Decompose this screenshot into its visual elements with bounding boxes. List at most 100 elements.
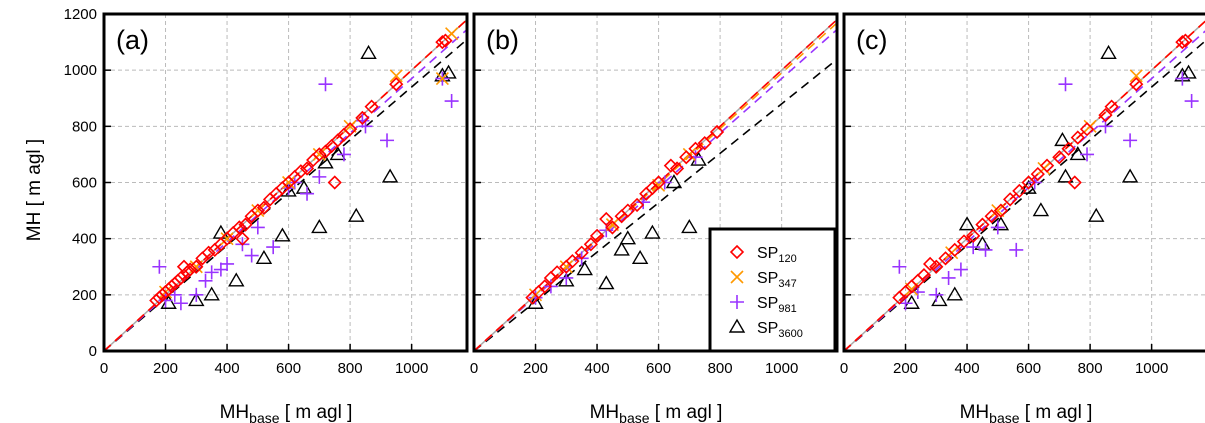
point-sp347 [312, 147, 326, 161]
x-axis-label-a: MHbase [ m agl ] [220, 402, 353, 423]
x-tick-label: 800 [1078, 360, 1103, 377]
point-sp981 [941, 270, 956, 285]
point-sp3600 [946, 286, 963, 301]
point-sp3600 [360, 44, 377, 60]
point-sp981 [978, 242, 993, 257]
point-sp981 [688, 150, 703, 165]
point-sp347 [251, 204, 265, 218]
point-sp120 [355, 110, 370, 126]
point-sp347 [220, 232, 234, 246]
point-sp981 [300, 186, 315, 201]
point-sp981 [528, 290, 543, 305]
point-sp120 [589, 228, 605, 243]
point-sp347 [1129, 69, 1143, 83]
x-tick-label: 200 [523, 360, 548, 377]
y-tick-label: 200 [72, 287, 97, 304]
point-sp3600 [681, 219, 698, 234]
point-sp120 [1052, 150, 1067, 165]
point-sp120 [929, 259, 944, 274]
point-sp120 [984, 209, 999, 224]
point-sp120 [599, 211, 614, 227]
point-sp981 [1123, 133, 1138, 148]
point-sp981 [266, 240, 281, 255]
x-tick-label: 0 [840, 360, 848, 377]
point-sp120 [1129, 77, 1144, 92]
point-sp3600 [576, 261, 593, 276]
fit-line-sp347 [844, 20, 1205, 351]
point-sp347 [282, 175, 296, 190]
point-sp3600 [203, 286, 220, 301]
point-sp3600 [188, 292, 205, 307]
point-sp120 [697, 136, 712, 151]
point-sp120 [688, 141, 703, 156]
point-sp3600 [903, 294, 920, 309]
point-sp120 [189, 259, 204, 274]
x-tick-label: 200 [893, 360, 918, 377]
point-sp120 [1039, 158, 1055, 173]
point-sp3600 [613, 241, 630, 256]
point-sp981 [250, 220, 265, 235]
svg-text:MHbase [ m agl ]: MHbase [ m agl ] [220, 402, 353, 423]
point-sp120 [947, 242, 962, 258]
y-tick-label: 600 [72, 175, 97, 192]
point-sp120 [1002, 192, 1018, 207]
point-sp981 [929, 287, 944, 302]
x-tick-label: 1000 [765, 360, 798, 377]
x-tick-label: 600 [276, 360, 301, 377]
x-tick-label: 800 [708, 360, 733, 377]
point-sp3600 [665, 174, 683, 189]
legend-item: SP120 [729, 244, 797, 265]
point-sp3600 [1121, 168, 1139, 183]
point-sp120 [364, 99, 379, 114]
point-sp3600 [619, 230, 637, 245]
data-points [149, 27, 459, 311]
legend-label: SP347 [757, 270, 797, 290]
data-points [892, 33, 1199, 311]
legend-item: SP981 [730, 295, 797, 315]
point-sp981 [220, 256, 235, 271]
point-sp3600 [558, 272, 575, 287]
point-sp120 [1178, 33, 1193, 48]
point-sp981 [1080, 147, 1095, 162]
svg-text:MHbase [ m agl ]: MHbase [ m agl ] [960, 402, 1093, 423]
point-sp981 [189, 287, 204, 302]
legend-marker-x [730, 270, 744, 284]
point-sp120 [299, 161, 315, 176]
point-sp120 [232, 220, 247, 235]
point-sp3600 [228, 272, 245, 287]
point-sp120 [235, 231, 250, 246]
point-sp3600 [311, 219, 328, 234]
point-sp981 [204, 265, 219, 280]
svg-text:MHbase [ m agl ]: MHbase [ m agl ] [590, 402, 723, 423]
point-sp120 [669, 161, 685, 176]
point-sp3600 [280, 182, 297, 197]
point-sp981 [198, 273, 213, 288]
point-sp120 [438, 33, 453, 48]
point-sp120 [975, 217, 990, 232]
point-sp120 [1104, 99, 1119, 114]
one-to-one-line [844, 20, 1205, 351]
point-sp981 [892, 259, 907, 274]
y-axis-label: MH [ m agl ] [24, 139, 45, 241]
point-sp120 [1067, 175, 1082, 190]
x-tick-label: 400 [955, 360, 980, 377]
panel-label: (c) [856, 25, 887, 55]
point-sp120 [679, 150, 694, 165]
legend-marker-plus [730, 295, 744, 309]
panel-c: 0 200 400 600 800 1000 (c) [840, 12, 1205, 377]
fit-line-sp120 [844, 20, 1205, 351]
point-sp120 [709, 124, 725, 140]
point-sp120 [170, 273, 185, 288]
point-sp3600 [329, 146, 347, 161]
point-sp3600 [1032, 202, 1050, 217]
point-sp3600 [212, 224, 230, 239]
point-sp3600 [631, 249, 649, 265]
point-sp120 [966, 228, 981, 243]
legend-item: SP3600 [728, 318, 803, 340]
y-tick-label: 1200 [64, 6, 97, 23]
point-sp120 [1061, 141, 1076, 156]
point-sp981 [173, 296, 188, 311]
point-sp120 [238, 217, 253, 232]
point-sp3600 [1100, 44, 1117, 60]
grid [104, 14, 467, 351]
